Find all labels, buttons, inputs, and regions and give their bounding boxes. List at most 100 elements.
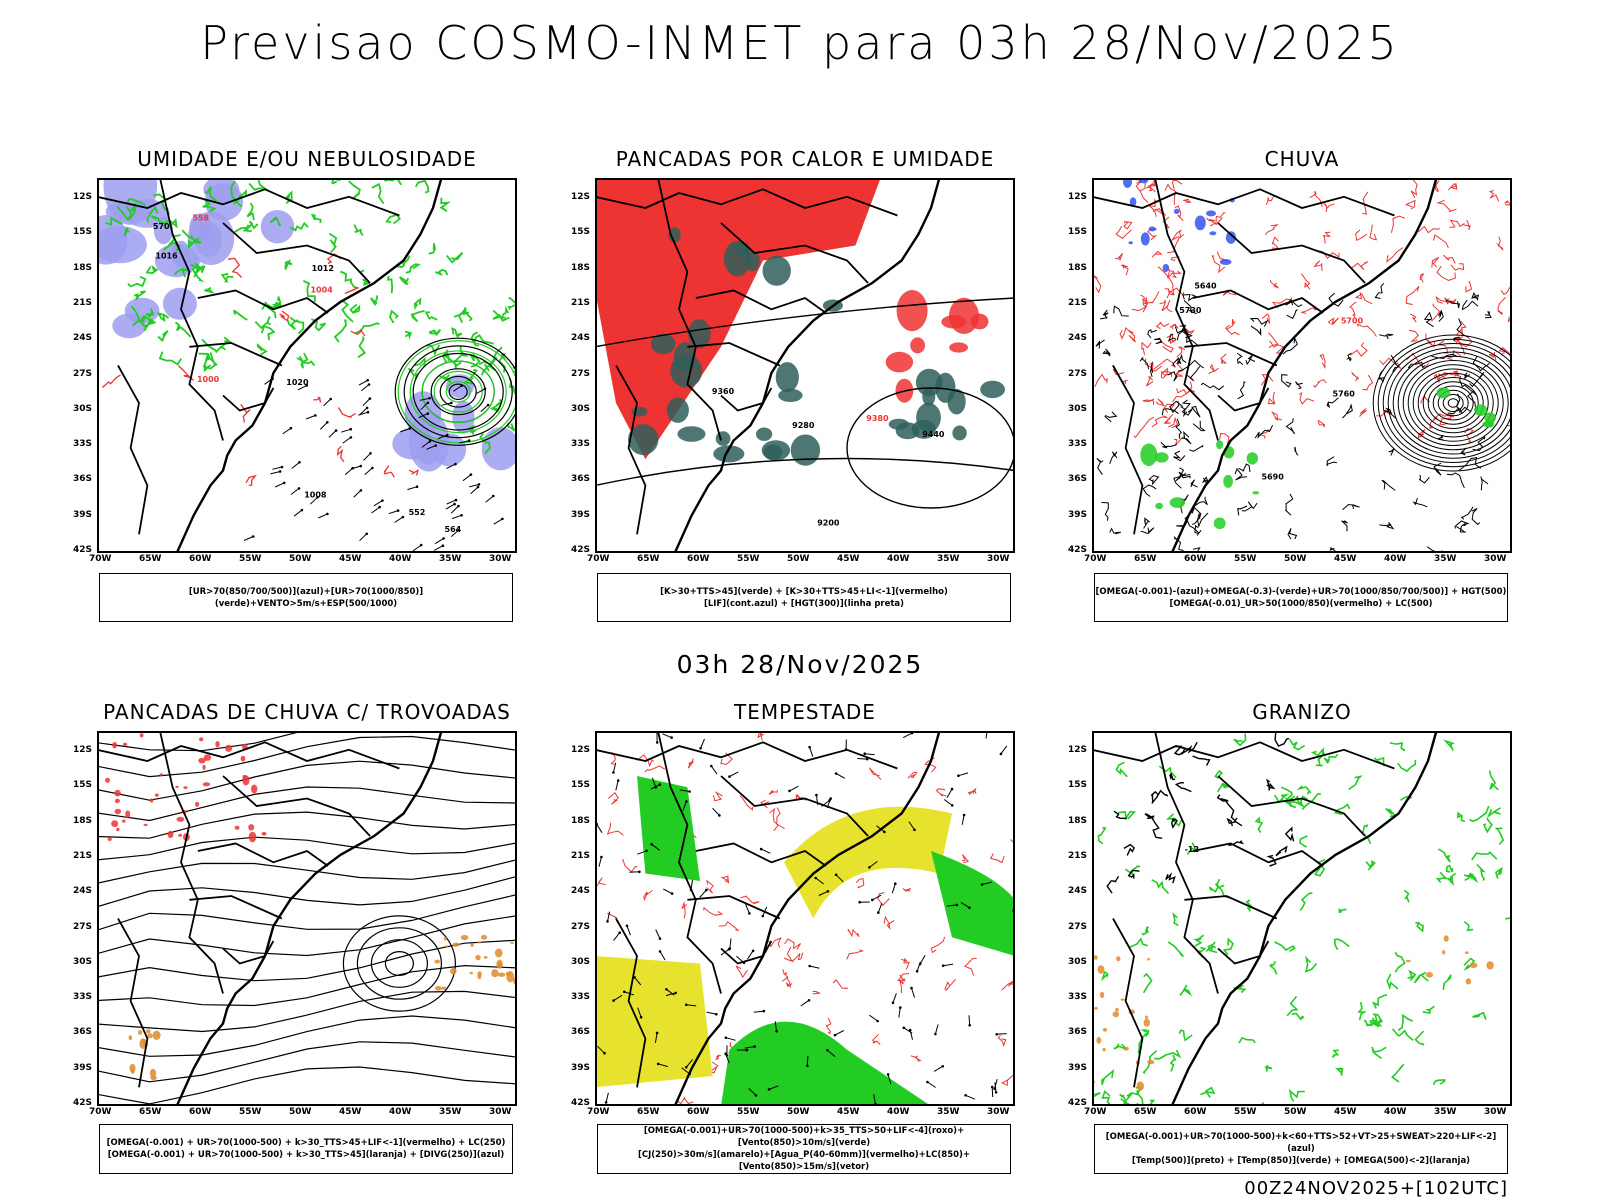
humidity-green-contour <box>479 432 491 454</box>
hgt500-contour <box>1178 471 1191 479</box>
temp850-green-contour <box>1238 1036 1256 1044</box>
wind-vector <box>371 506 380 514</box>
rain-red-contour <box>1379 357 1402 370</box>
temp850-green-contour <box>1125 1089 1139 1101</box>
map-frame <box>595 731 1015 1106</box>
precip-water-contour <box>930 936 946 954</box>
hgt500-contour <box>1471 292 1479 301</box>
rain-red-contour <box>1184 328 1195 335</box>
rain-red-contour <box>1355 229 1367 242</box>
rain-red-contour <box>1168 416 1179 428</box>
humidity-green-contour <box>428 243 436 255</box>
wind850-vector <box>911 987 916 998</box>
temp850-green-contour <box>1142 972 1153 994</box>
hgt500-contour <box>1181 325 1199 346</box>
rain-red-contour <box>1183 198 1192 203</box>
humidity-green-contour <box>130 305 141 327</box>
rain-red-contour <box>1309 190 1323 207</box>
contour-label: 570 <box>153 222 170 231</box>
rain-red-contour <box>1220 353 1228 364</box>
precip-water-contour <box>997 1035 1007 1048</box>
map-chuva: 5760 5730 5700 5690 5640 <box>1092 178 1512 553</box>
border-line <box>720 775 869 837</box>
rain-red-contour <box>1141 341 1152 356</box>
thunder-red-spot <box>112 742 117 749</box>
wind850-vector-head <box>645 849 648 853</box>
thunder-red-spot <box>105 777 110 783</box>
wind-vector-head <box>366 410 370 414</box>
omega-blue-spot <box>1209 231 1217 236</box>
lon-tick-label: 60W <box>1184 1107 1207 1117</box>
lat-tick-label: 15S <box>73 227 93 238</box>
teal-instability-area <box>628 424 659 456</box>
rain-red-contour <box>1176 346 1186 358</box>
thunder-red-spot <box>178 833 183 837</box>
temp850-green-contour <box>1288 738 1306 751</box>
rain-red-contour <box>1430 303 1441 322</box>
wind850-vector <box>903 1027 913 1034</box>
lon-tick-label: 60W <box>687 554 710 564</box>
temp850-green-contour <box>1299 892 1313 911</box>
wind850-vector-head <box>612 771 615 774</box>
hgt500-contour <box>1329 546 1338 553</box>
map-frame <box>1092 178 1512 553</box>
wind-vector-head <box>453 502 456 506</box>
rain-red-contour <box>1265 195 1275 205</box>
border-line <box>159 731 224 994</box>
wind-vector <box>400 428 410 433</box>
lat-tick-label: 39S <box>571 1062 591 1073</box>
pressure-isobar <box>439 375 477 408</box>
precip-water-contour <box>768 937 782 948</box>
temp850-green-contour <box>1233 733 1247 747</box>
wind-vector <box>450 505 459 514</box>
wind850-vector-head <box>767 1088 771 1091</box>
rain-red-contour <box>1449 219 1465 228</box>
temp850-green-contour <box>1115 761 1128 778</box>
wind850-vector <box>637 1007 642 1018</box>
hgt500-contour <box>1177 359 1205 372</box>
precip-water-contour <box>883 915 895 931</box>
wind850-vector-head <box>894 882 897 885</box>
rain-red-contour <box>1145 376 1154 387</box>
lat-tick-label: 39S <box>1068 1062 1088 1073</box>
pressure-isobar <box>394 337 517 446</box>
lon-tick-label: 55W <box>239 1107 262 1117</box>
precip-water-contour <box>681 901 687 919</box>
humidity-green-contour <box>333 319 348 343</box>
temp850-green-contour <box>1403 889 1410 903</box>
streamline <box>97 731 306 752</box>
lat-tick-label: 15S <box>1068 780 1088 791</box>
precip-water-contour <box>776 807 785 830</box>
lat-tick-label: 27S <box>1068 921 1088 932</box>
contour-label: 1008 <box>304 490 327 499</box>
wind850-vector <box>655 929 661 939</box>
omega-orange-spot <box>1094 1006 1098 1010</box>
humidity-green-contour <box>145 308 155 318</box>
wind-vector <box>480 404 489 413</box>
wind850-vector <box>760 848 771 854</box>
hgt500-contour <box>1183 300 1197 315</box>
omega-orange-spot <box>1469 962 1478 969</box>
precip-water-contour <box>718 920 740 931</box>
thunder-orange-spot <box>435 985 442 991</box>
temp850-green-contour <box>1386 973 1398 991</box>
thunder-orange-spot <box>152 1030 161 1040</box>
hgt500-contour <box>1284 493 1294 516</box>
humidity-green-contour <box>389 309 399 324</box>
hgt500-contour <box>1147 329 1157 339</box>
humidity-green-contour <box>181 229 202 244</box>
map-granizo: -12 <box>1092 731 1512 1106</box>
hgt500-contour <box>1191 405 1201 418</box>
omega-orange-spot <box>1093 955 1098 960</box>
hgt500-contour <box>1234 467 1248 481</box>
thunder-red-spot <box>150 798 154 803</box>
border-line <box>97 188 400 217</box>
thunder-red-spot <box>242 774 247 779</box>
contour-label: 9380 <box>866 414 889 423</box>
wind-vector <box>297 384 308 391</box>
precip-water-contour <box>907 771 918 779</box>
temp850-green-contour <box>1286 995 1299 1017</box>
temp850-green-contour <box>1299 835 1308 848</box>
temp500-black-contour <box>1284 826 1295 842</box>
precip-water-contour <box>768 789 778 795</box>
